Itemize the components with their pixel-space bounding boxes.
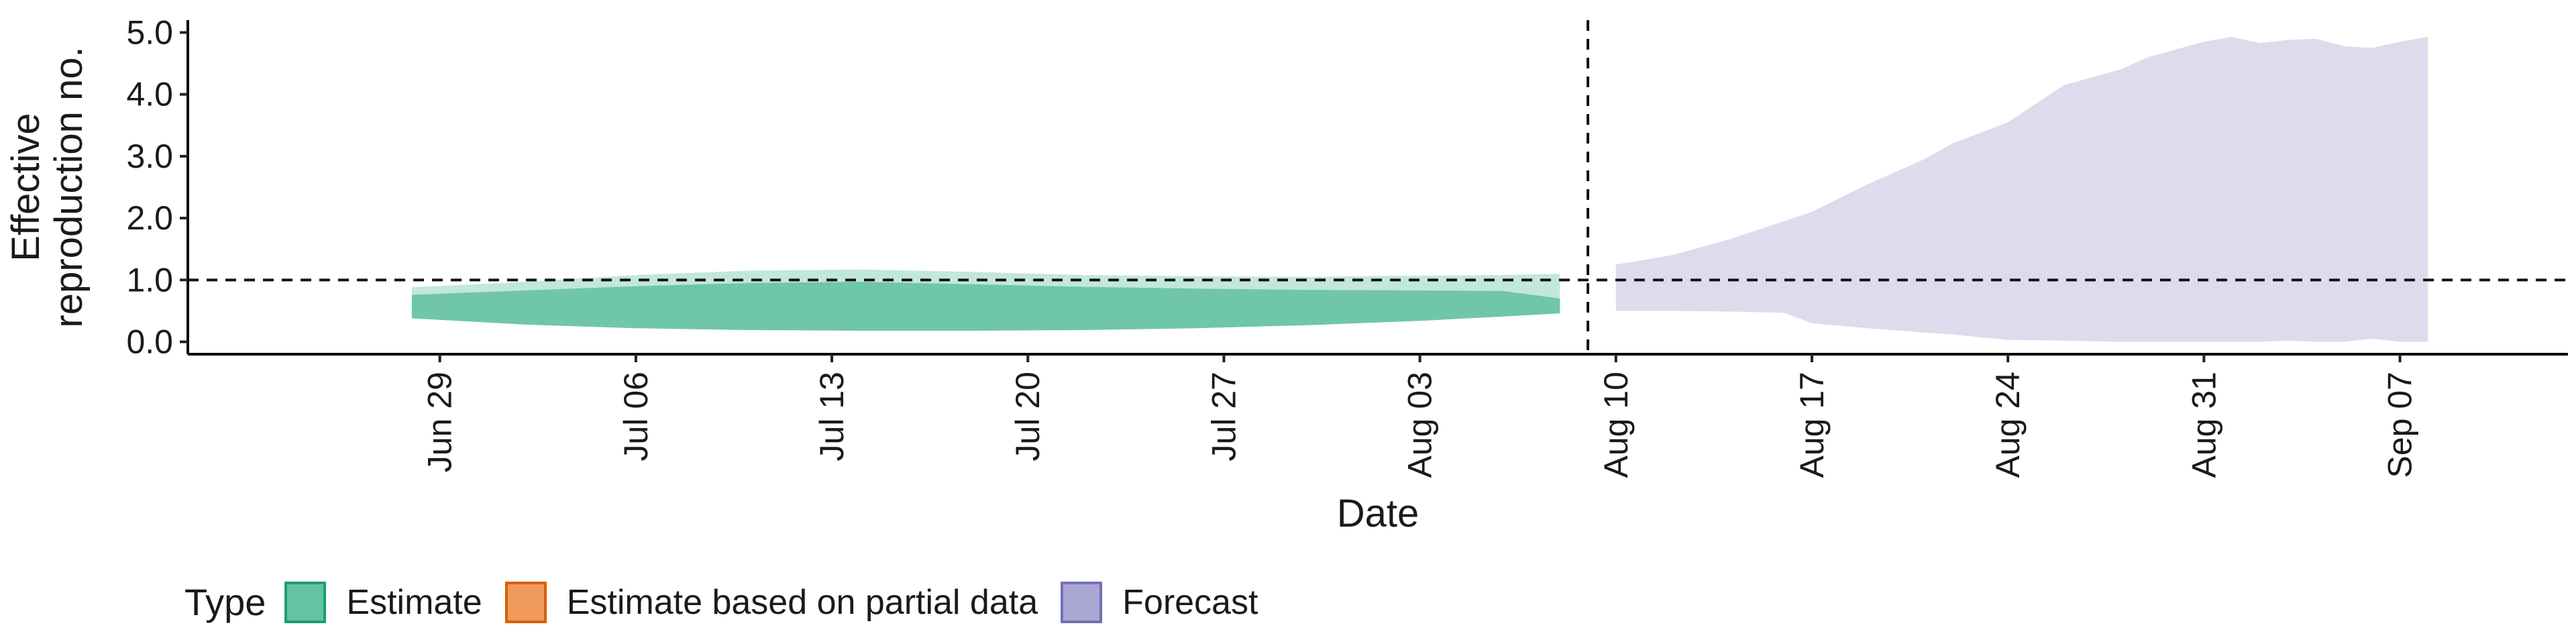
x-tick-label: Jul 06 [617, 372, 655, 461]
axes-layer: 0.0 1.0 2.0 3.0 4.0 5.0 Jun 29 Jul 06 Jul 13 Jul … [126, 13, 2568, 478]
legend-label-partial: Estimate based on partial data [566, 582, 1038, 622]
x-tick-label: Jun 29 [421, 372, 459, 472]
x-tick-label: Aug 03 [1401, 372, 1439, 478]
x-tick-label: Aug 17 [1793, 372, 1831, 478]
x-tick-label: Aug 10 [1597, 372, 1635, 478]
legend-swatch-estimate [284, 581, 327, 623]
legend-title: Type [184, 581, 266, 623]
y-axis-title-line: Effective [4, 113, 48, 261]
reference-lines-layer [188, 20, 2568, 354]
forecast-band [1615, 36, 2428, 342]
labels-layer: Date Effectivereproduction no. [4, 46, 1419, 535]
legend-item-forecast: Forecast [1061, 581, 1258, 623]
y-tick-label: 4.0 [126, 76, 173, 113]
x-tick-label: Aug 31 [2185, 372, 2222, 478]
legend-item-partial: Estimate based on partial data [504, 581, 1038, 623]
legend-swatch-forecast [1061, 581, 1103, 623]
x-tick-label: Jul 27 [1205, 372, 1242, 461]
y-tick-label: 1.0 [126, 261, 173, 299]
x-tick-label: Sep 07 [2381, 372, 2419, 478]
legend-label-estimate: Estimate [346, 582, 482, 622]
y-tick-label: 5.0 [126, 13, 173, 51]
y-axis-title-line: reproduction no. [47, 46, 91, 327]
estimate-inner-band [411, 282, 1560, 331]
legend-label-forecast: Forecast [1122, 582, 1258, 622]
y-tick-label: 3.0 [126, 138, 173, 175]
x-tick-label: Jul 13 [813, 372, 851, 461]
legend-item-estimate: Estimate [284, 581, 482, 623]
x-axis-title: Date [1337, 492, 1419, 535]
x-tick-label: Aug 24 [1989, 372, 2027, 478]
y-axis-title: Effectivereproduction no. [4, 46, 91, 327]
bands-layer [411, 36, 2428, 342]
legend: Type Estimate Estimate based on partial … [184, 577, 1281, 627]
y-tick-label: 0.0 [126, 323, 173, 361]
x-tick-label: Jul 20 [1009, 372, 1046, 461]
y-tick-label: 2.0 [126, 199, 173, 237]
legend-swatch-partial [504, 581, 547, 623]
